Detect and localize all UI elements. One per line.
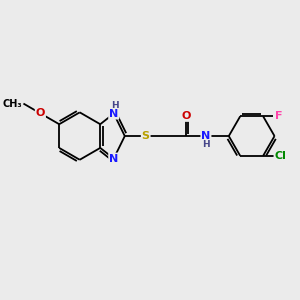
Text: O: O	[181, 111, 190, 121]
Text: S: S	[142, 131, 150, 141]
Text: Cl: Cl	[274, 151, 286, 161]
Text: N: N	[109, 109, 119, 118]
Text: F: F	[275, 111, 282, 121]
Text: N: N	[201, 131, 211, 141]
Text: H: H	[202, 140, 210, 149]
Text: O: O	[36, 108, 45, 118]
Text: N: N	[109, 154, 119, 164]
Text: CH₃: CH₃	[3, 99, 22, 109]
Text: H: H	[111, 101, 119, 110]
